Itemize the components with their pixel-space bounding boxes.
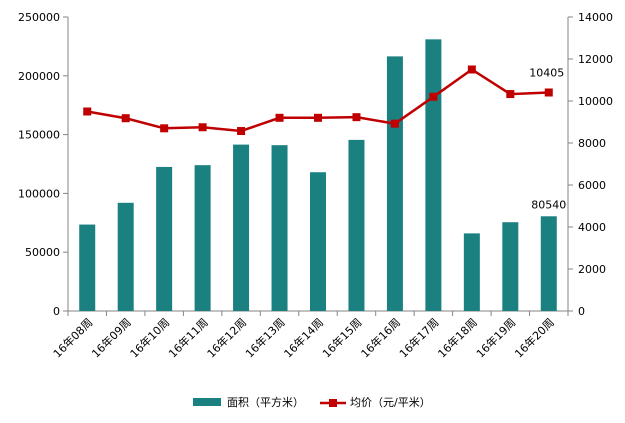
x-category-label: 16年15周 (319, 315, 364, 360)
legend: 面积（平方米） 均价（元/平米） (193, 395, 431, 409)
x-category-label: 16年18周 (435, 315, 480, 360)
bar-data-label: 80540 (531, 198, 566, 211)
legend-bar-swatch (193, 398, 221, 406)
bar-16年12周 (233, 144, 250, 311)
bar-16年13周 (271, 145, 288, 311)
bar-16年19周 (502, 222, 519, 311)
legend-line-marker (329, 399, 337, 407)
x-axis-categories: 16年08周16年09周16年10周16年11周16年12周16年13周16年1… (50, 315, 557, 360)
price-marker (544, 88, 553, 97)
legend-line-label: 均价（元/平米） (350, 396, 431, 409)
x-category-label: 16年08周 (50, 315, 95, 360)
x-category-label: 16年10周 (127, 315, 172, 360)
x-category-label: 16年13周 (242, 315, 287, 360)
x-category-label: 16年09周 (89, 315, 134, 360)
price-marker (390, 119, 399, 128)
bar-16年11周 (194, 165, 211, 311)
y-left-tick-label: 50000 (25, 246, 60, 259)
price-marker (506, 90, 515, 99)
bar-series (79, 39, 557, 312)
price-marker (467, 65, 476, 74)
bar-16年17周 (425, 39, 442, 312)
bar-16年14周 (310, 172, 326, 311)
price-marker (160, 124, 169, 133)
price-marker (198, 123, 207, 132)
y-left-tick-label: 0 (53, 305, 60, 318)
bar-16年18周 (463, 233, 480, 311)
x-category-label: 16年17周 (396, 315, 441, 360)
y-left-tick-label: 250000 (18, 11, 60, 24)
y-left-tick-label: 100000 (18, 187, 60, 200)
price-marker (314, 113, 322, 122)
x-category-label: 16年20周 (512, 315, 557, 360)
x-category-label: 16年11周 (165, 315, 210, 360)
line-series (83, 65, 553, 136)
x-category-label: 16年14周 (281, 315, 326, 360)
y-right-tick-label: 0 (578, 305, 585, 318)
bar-16年08周 (79, 224, 96, 311)
price-marker (352, 113, 361, 122)
y-left-tick-label: 150000 (18, 129, 60, 142)
y-left-tick-label: 200000 (18, 70, 60, 83)
y-right-tick-label: 4000 (578, 221, 606, 234)
price-marker (275, 113, 284, 122)
price-marker (429, 92, 438, 101)
bar-16年20周 (540, 216, 557, 311)
bar-16年15周 (348, 139, 365, 311)
data-labels: 80540 10405 (529, 66, 566, 211)
axes: 0 50000 100000 150000 200000 250000 0 2000 4000 6… (18, 11, 613, 318)
bar-16年16周 (386, 56, 403, 312)
y-right-tick-label: 12000 (578, 53, 613, 66)
price-marker (237, 127, 246, 136)
x-category-label: 16年16周 (358, 315, 403, 360)
legend-bar-label: 面积（平方米） (227, 395, 304, 409)
bar-16年10周 (156, 166, 173, 311)
y-right-tick-label: 14000 (578, 11, 613, 24)
y-right-tick-label: 10000 (578, 95, 613, 108)
price-marker (121, 114, 130, 123)
price-line (87, 67, 549, 133)
bar-16年09周 (117, 202, 134, 311)
x-category-label: 16年19周 (473, 315, 518, 360)
y-right-tick-label: 8000 (578, 137, 606, 150)
y-right-tick-label: 6000 (578, 179, 606, 192)
y-right-tick-label: 2000 (578, 263, 606, 276)
x-category-label: 16年12周 (204, 315, 249, 360)
line-data-label: 10405 (529, 66, 564, 79)
price-marker (83, 107, 92, 116)
